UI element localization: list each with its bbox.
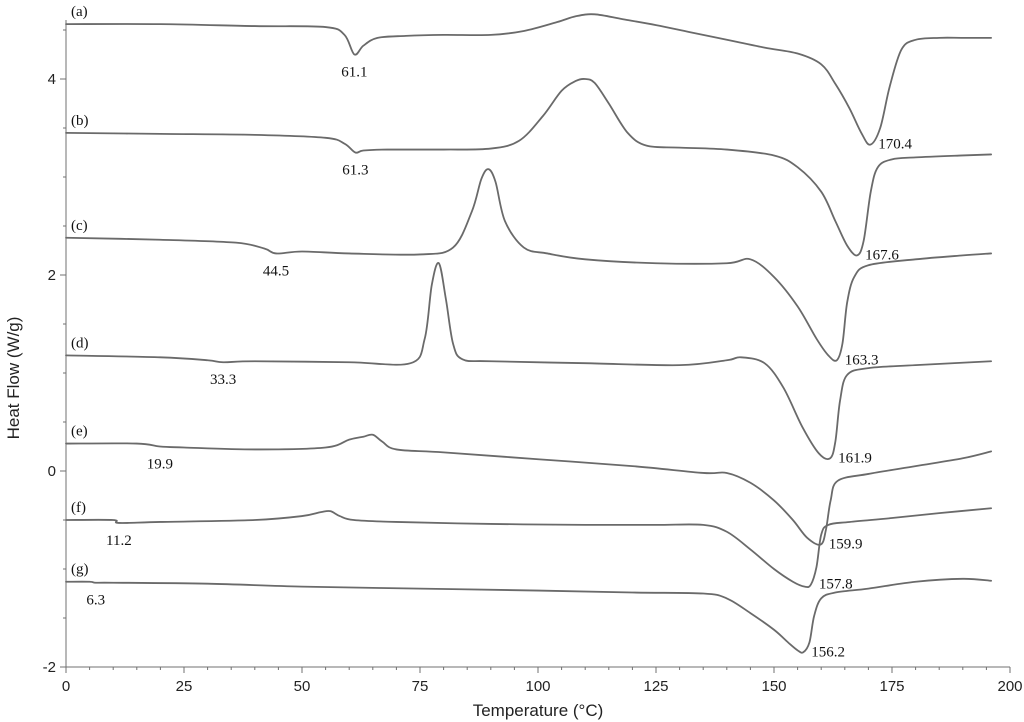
curve-tag-f: (f) [71,500,86,516]
curve-tag-d: (d) [71,335,89,351]
tm-label-g: 156.2 [811,644,845,660]
y-tick-label: 0 [48,463,56,480]
x-tick-label: 0 [62,678,70,695]
y-tick-label: -2 [43,659,56,676]
curve-g [65,577,993,654]
curve-tag-e: (e) [71,424,88,440]
curve-tag-c: (c) [71,218,88,234]
curve-e [65,433,993,546]
tm-label-c: 163.3 [845,352,879,368]
x-tick-label: 50 [294,678,311,695]
y-tick-label: 2 [48,267,56,284]
tm-label-e: 159.9 [829,537,863,553]
tm-label-d: 161.9 [838,450,872,466]
curve-c [65,168,993,362]
tm-label-b: 167.6 [865,247,899,263]
ticks: 0 25 50 75 100 125 150 175 200 -2 0 2 4 [43,29,1023,695]
x-axis-title: Temperature (°C) [473,701,604,720]
annotations: (a) 61.1 170.4 (b) 61.3 167.6 (c) 44.5 163.3 (d) 3… [71,4,913,660]
tg-label-f: 11.2 [106,533,132,549]
tg-label-b: 61.3 [342,163,368,179]
x-tick-label: 150 [761,678,786,695]
curve-tag-a: (a) [71,4,88,20]
curve-f [65,507,993,588]
tg-label-c: 44.5 [263,263,289,279]
curve-b [65,77,993,257]
x-tick-label: 175 [879,678,904,695]
curve-tag-b: (b) [71,113,89,129]
x-tick-label: 75 [412,678,429,695]
curve-a [65,13,993,146]
y-axis-title: Heat Flow (W/g) [4,317,23,440]
x-tick-label: 25 [176,678,193,695]
x-tick-label: 100 [525,678,550,695]
tg-label-a: 61.1 [341,65,367,81]
tg-label-d: 33.3 [210,372,236,388]
axes [65,20,1010,668]
x-tick-label: 200 [997,678,1022,695]
tg-label-g: 6.3 [86,593,105,609]
tm-label-a: 170.4 [878,137,912,153]
curves [65,13,993,654]
x-tick-label: 125 [643,678,668,695]
y-tick-label: 4 [48,71,56,88]
curve-tag-g: (g) [71,562,89,578]
tg-label-e: 19.9 [147,457,173,473]
curve-d [65,262,993,460]
tm-label-f: 157.8 [819,577,853,593]
